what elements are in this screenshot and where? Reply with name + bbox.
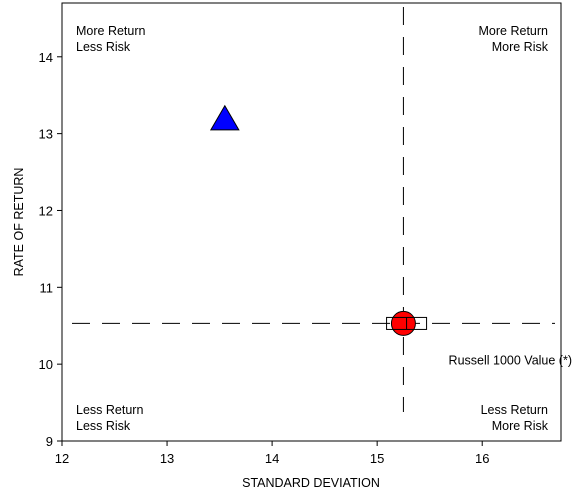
quadrant-label-top-right-line1: More Return [479,24,549,38]
quadrant-label-top-right-line2: More Risk [492,40,549,54]
data-points: Russell 1000 Value (*) [209,104,572,367]
y-tick-label: 13 [39,127,53,142]
x-axis-title: STANDARD DEVIATION [242,476,380,490]
x-tick-label: 16 [475,451,489,466]
y-tick-label: 9 [46,434,53,449]
quadrant-label-bottom-left-line1: Less Return [76,403,143,417]
plot-frame [61,2,562,442]
x-tick-label: 15 [370,451,384,466]
quadrant-label-top-left-line2: Less Risk [76,40,131,54]
quadrant-label-top-left-line1: More Return [76,24,146,38]
circle-point [390,310,416,336]
quadrant-label-bottom-right-line2: More Risk [492,419,549,433]
x-tick-label: 14 [265,451,279,466]
quadrant-label-bottom-right-line1: Less Return [481,403,548,417]
point-label: Russell 1000 Value (*) [449,353,572,367]
y-tick-label: 11 [40,280,54,295]
quadrant-label-bottom-left-line2: Less Risk [76,419,131,433]
y-axis-ticks: 9 10 11 12 13 14 [39,50,62,449]
y-axis-title: RATE OF RETURN [12,168,26,277]
y-tick-label: 12 [39,203,53,218]
y-tick-label: 10 [39,357,53,372]
x-tick-label: 13 [160,451,174,466]
y-tick-label: 14 [39,50,53,65]
x-tick-label: 12 [55,451,69,466]
x-axis-ticks: 12 13 14 15 16 [55,441,489,466]
triangle-point [209,104,240,131]
